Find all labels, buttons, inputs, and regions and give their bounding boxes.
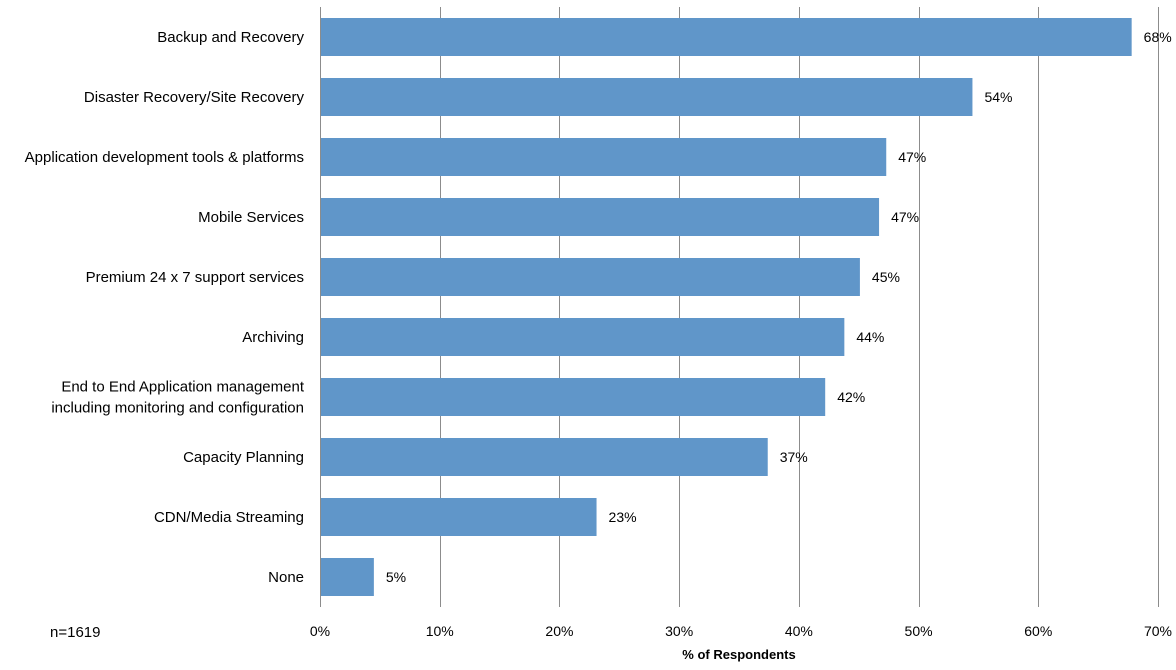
category-label: including monitoring and configuration <box>51 400 304 417</box>
x-tick-label: 60% <box>1024 623 1052 639</box>
data-label: 45% <box>872 269 900 285</box>
category-label: Mobile Services <box>198 209 304 226</box>
bar <box>321 498 597 536</box>
data-label: 23% <box>609 509 637 525</box>
x-axis-title: % of Respondents <box>682 647 795 662</box>
data-label: 44% <box>856 329 884 345</box>
category-label: None <box>268 569 304 586</box>
bar <box>321 438 768 476</box>
bar <box>321 78 973 116</box>
x-tick-label: 10% <box>426 623 454 639</box>
data-label: 47% <box>891 209 919 225</box>
category-label: Backup and Recovery <box>157 29 304 46</box>
data-label: 42% <box>837 389 865 405</box>
bar <box>321 558 374 596</box>
bar <box>321 18 1132 56</box>
bar <box>321 378 826 416</box>
data-label: 68% <box>1144 29 1172 45</box>
x-tick-label: 30% <box>665 623 693 639</box>
x-tick-label: 20% <box>545 623 573 639</box>
data-label: 47% <box>898 149 926 165</box>
x-tick-label: 50% <box>905 623 933 639</box>
category-label: Archiving <box>242 329 304 346</box>
bar <box>321 138 887 176</box>
category-label: CDN/Media Streaming <box>154 509 304 526</box>
x-tick-label: 0% <box>310 623 330 639</box>
bar <box>321 258 860 296</box>
data-label: 5% <box>386 569 406 585</box>
sample-size-note: n=1619 <box>50 624 101 641</box>
x-tick-label: 70% <box>1144 623 1172 639</box>
category-label: Disaster Recovery/Site Recovery <box>84 89 305 106</box>
category-label: Capacity Planning <box>183 449 304 466</box>
bar <box>321 318 845 356</box>
category-label: Application development tools & platform… <box>25 149 304 166</box>
data-label: 37% <box>780 449 808 465</box>
category-label: End to End Application management <box>61 379 304 396</box>
category-label: Premium 24 x 7 support services <box>86 269 304 286</box>
x-tick-label: 40% <box>785 623 813 639</box>
bar <box>321 198 880 236</box>
data-label: 54% <box>984 89 1012 105</box>
